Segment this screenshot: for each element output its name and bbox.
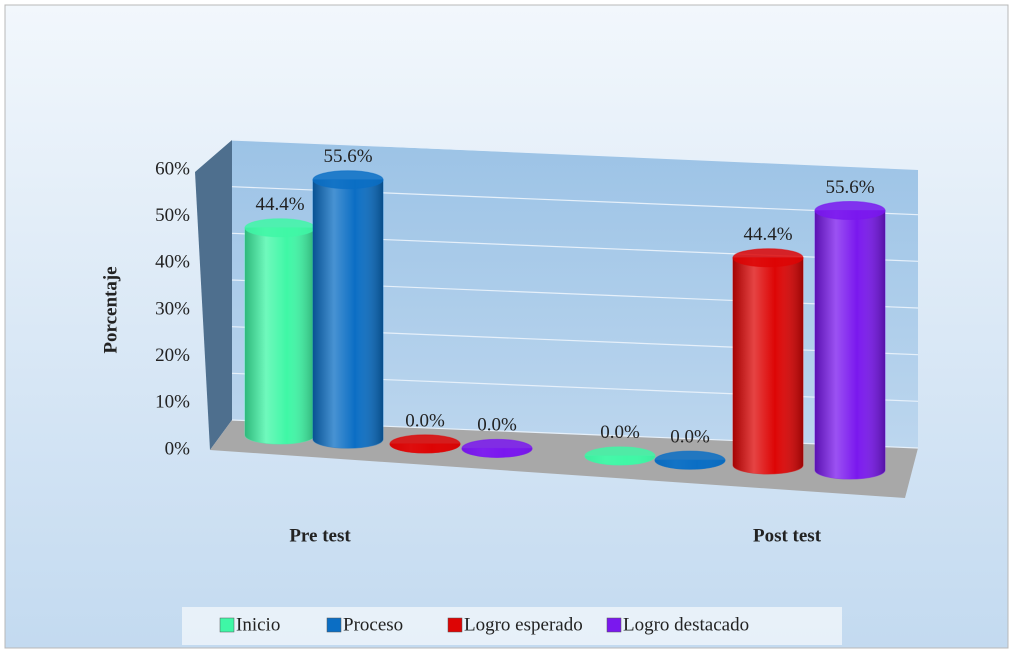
y-tick-label: 40% — [155, 252, 190, 273]
bar-shading — [313, 179, 383, 449]
y-tick-label: 60% — [155, 158, 190, 179]
bar-top — [584, 446, 656, 466]
value-label: 55.6% — [323, 146, 372, 167]
y-tick-label: 20% — [155, 345, 190, 366]
value-label: 0.0% — [670, 427, 710, 448]
bar-top — [654, 450, 726, 470]
legend-box — [182, 607, 842, 645]
grid-line — [231, 139, 919, 169]
legend-label: Logro esperado — [464, 614, 583, 635]
bar-top — [389, 434, 461, 454]
value-label: 55.6% — [825, 177, 874, 198]
bar-shading — [733, 257, 803, 474]
x-tick-label: Pre test — [289, 525, 351, 546]
legend-swatch — [326, 617, 342, 633]
y-tick-label: 50% — [155, 205, 190, 226]
bar-top — [244, 218, 316, 238]
value-label: 44.4% — [743, 224, 792, 245]
y-tick-label: 10% — [155, 392, 190, 413]
value-label: 0.0% — [477, 415, 517, 436]
side-wall — [195, 140, 232, 450]
legend-swatch — [447, 617, 463, 633]
y-tick-label: 30% — [155, 298, 190, 319]
legend-label: Proceso — [343, 614, 403, 635]
floor — [210, 420, 918, 498]
x-tick-label: Post test — [753, 525, 822, 546]
bar-shading — [245, 227, 315, 444]
value-label: 0.0% — [405, 410, 445, 431]
legend-swatch — [606, 617, 622, 633]
legend-label: Inicio — [236, 614, 280, 635]
y-axis-label: Porcentaje — [100, 266, 121, 353]
bar-top — [461, 438, 533, 458]
bar-shading — [815, 210, 885, 479]
legend-label: Logro destacado — [623, 614, 749, 635]
legend-swatch — [219, 617, 235, 633]
value-label: 44.4% — [255, 194, 304, 215]
bar-top — [732, 248, 804, 268]
y-tick-label: 0% — [165, 438, 191, 459]
value-label: 0.0% — [600, 422, 640, 443]
bar-top — [312, 170, 384, 190]
bar-top — [814, 201, 886, 221]
